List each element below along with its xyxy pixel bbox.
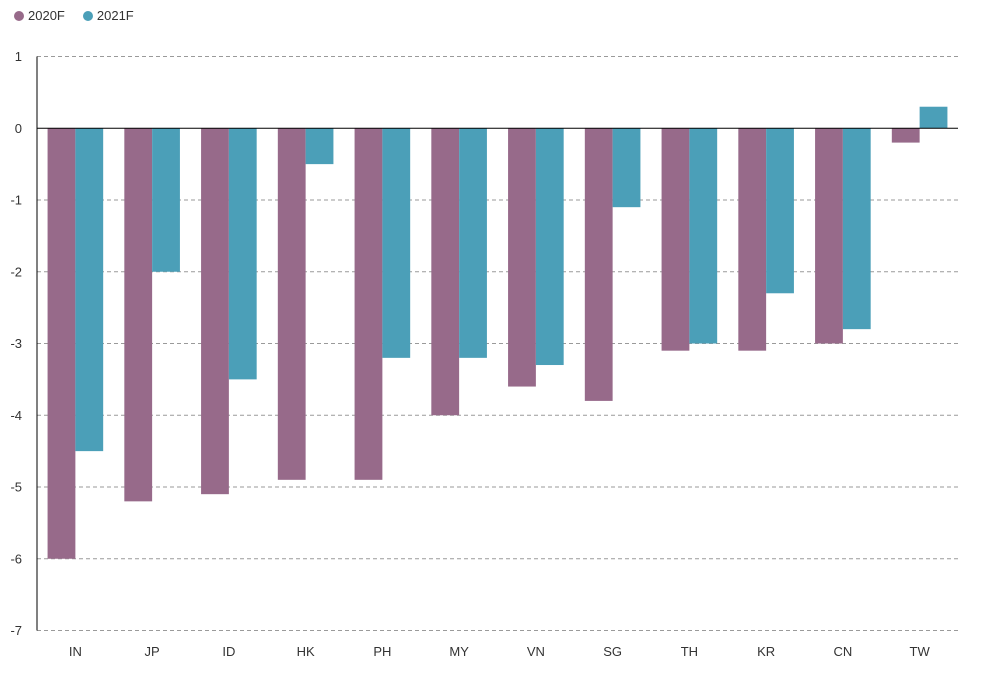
x-tick-label: HK: [297, 644, 315, 659]
bar-2021f-th: [689, 128, 718, 344]
legend-swatch-2020f: [14, 10, 24, 21]
y-tick-label: -5: [10, 480, 22, 495]
y-tick-label: -6: [10, 551, 22, 566]
x-tick-label: ID: [222, 644, 235, 659]
y-tick-label: 1: [15, 49, 22, 64]
bar-2021f-kr: [766, 128, 794, 294]
bar-2020f-id: [201, 128, 229, 495]
bar-2021f-hk: [305, 128, 334, 165]
x-tick-label: IN: [69, 644, 82, 659]
y-tick-label: 0: [15, 121, 22, 136]
bar-2020f-vn: [508, 128, 536, 387]
x-tick-label: KR: [757, 644, 775, 659]
tick-labels: 1 0 -1 -2 -3 -4 -5 -6 -7 IN JP ID HK PH MY VN SG TH KR CN TW: [10, 49, 930, 659]
bar-2021f-cn: [842, 128, 871, 330]
legend-swatch-2021f: [82, 10, 93, 21]
bar-2020f-tw: [891, 128, 920, 143]
bar-2021f-ph: [382, 128, 411, 358]
x-tick-label: MY: [449, 644, 469, 659]
legend-item-2020f: 2020F: [14, 8, 65, 23]
bar-2021f-my: [459, 128, 487, 358]
y-tick-label: -4: [10, 408, 22, 423]
axes: [36, 56, 958, 631]
bar-2020f-ph: [354, 128, 383, 480]
y-tick-label: -3: [10, 336, 22, 351]
x-tick-label: VN: [527, 644, 545, 659]
bar-2020f-kr: [738, 128, 767, 351]
bar-2020f-th: [661, 128, 690, 351]
y-tick-label: -1: [10, 193, 22, 208]
bars: [47, 106, 948, 559]
bar-2020f-in: [47, 128, 76, 559]
bar-2021f-sg: [612, 128, 641, 208]
x-tick-label: TW: [910, 644, 931, 659]
x-tick-label: JP: [145, 644, 160, 659]
bar-2020f-hk: [277, 128, 306, 480]
bar-2021f-id: [228, 128, 257, 380]
y-tick-label: -7: [10, 623, 22, 638]
bar-2021f-vn: [535, 128, 564, 366]
x-tick-label: CN: [833, 644, 852, 659]
bar-2020f-my: [431, 128, 460, 416]
x-tick-label: SG: [603, 644, 622, 659]
x-tick-label: PH: [373, 644, 391, 659]
legend-label-2020f: 2020F: [28, 8, 65, 23]
legend-item-2021f: 2021F: [82, 8, 134, 23]
x-tick-label: TH: [681, 644, 698, 659]
bar-2021f-jp: [152, 128, 180, 272]
bar-2020f-sg: [584, 128, 613, 401]
legend-label-2021f: 2021F: [96, 8, 134, 23]
bar-2020f-cn: [815, 128, 843, 344]
legend: 2020F 2021F: [14, 8, 152, 23]
bar-2021f-in: [75, 128, 104, 452]
bar-2021f-tw: [919, 106, 948, 129]
y-tick-label: -2: [10, 264, 22, 279]
bar-2020f-jp: [124, 128, 153, 502]
